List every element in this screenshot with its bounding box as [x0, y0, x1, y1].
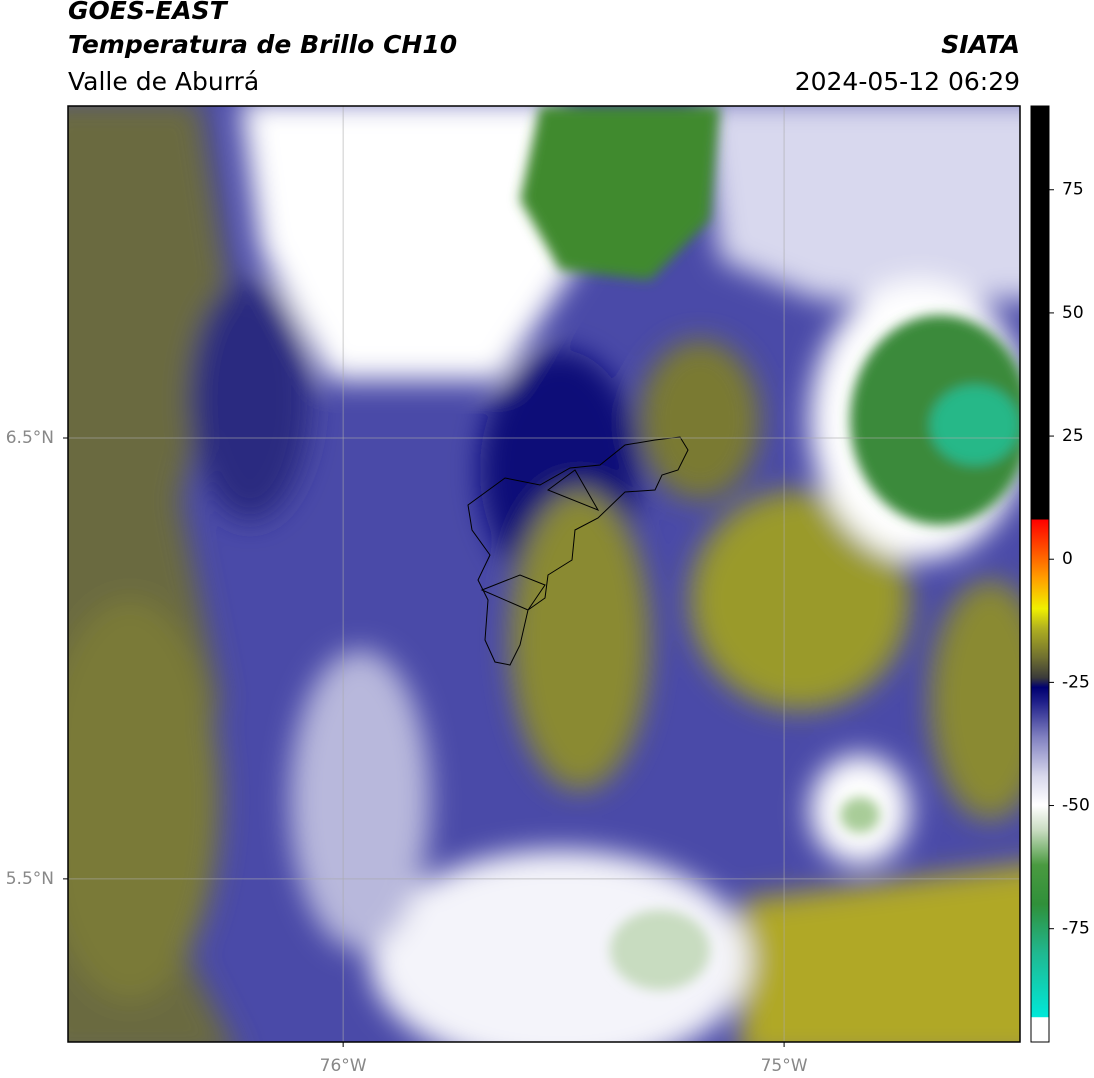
municipal-boundaries — [467, 436, 689, 666]
region: Valle de Aburrá — [68, 67, 259, 96]
colorbar-tick-label: 0 — [1062, 549, 1073, 569]
product-title: Temperatura de Brillo CH10 — [68, 30, 457, 59]
colorbar — [1030, 105, 1050, 1043]
satellite-image — [68, 106, 1020, 1042]
y-tick-label: 5.5°N — [6, 869, 54, 889]
x-tick-label: 75°W — [761, 1056, 808, 1076]
colorbar-tick-label: -75 — [1062, 919, 1090, 939]
colorbar-tick-label: -25 — [1062, 672, 1090, 692]
satellite: GOES-EAST — [68, 0, 229, 25]
colorbar-tick-label: 25 — [1062, 426, 1084, 446]
x-tick-label: 76°W — [320, 1056, 367, 1076]
colorbar-tick-label: 50 — [1062, 303, 1084, 323]
y-tick-label: 6.5°N — [6, 428, 54, 448]
grid — [68, 106, 1020, 1042]
colorbar-tick-label: -50 — [1062, 796, 1090, 816]
colorbar-tick-label: 75 — [1062, 180, 1084, 200]
map-frame — [67, 105, 1021, 1043]
datetime: 2024-05-12 06:29 — [795, 67, 1020, 96]
organization: SIATA — [941, 30, 1020, 59]
